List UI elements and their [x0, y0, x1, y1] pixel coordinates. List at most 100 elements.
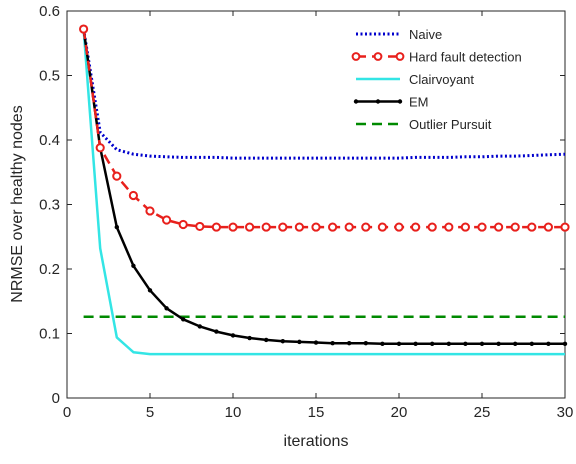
data-point-hard-fault-detection — [394, 222, 404, 232]
data-point-hard-fault-detection — [444, 222, 454, 232]
y-tick-label: 0.2 — [39, 261, 60, 278]
data-point-em — [380, 341, 385, 347]
legend: Naive Hard fault detection Clairvoyant EM Ou… — [347, 20, 557, 138]
legend-label-clairvoyant: Clairvoyant — [409, 72, 474, 87]
data-point-hard-fault-detection — [477, 222, 487, 232]
legend-label-em: EM — [409, 95, 429, 110]
data-point-hard-fault-detection — [344, 222, 354, 232]
data-point-hard-fault-detection — [95, 143, 105, 153]
data-point-em — [214, 329, 219, 334]
y-tick-label: 0.3 — [39, 197, 60, 214]
legend-label-hard-fault-detection: Hard fault detection — [409, 50, 522, 65]
data-point-hard-fault-detection — [328, 222, 338, 232]
y-tick-label: 0.5 — [39, 68, 60, 85]
x-tick-label: 25 — [474, 404, 491, 421]
data-point-hard-fault-detection — [112, 171, 122, 181]
data-point-em — [562, 341, 568, 347]
data-point-hard-fault-detection — [510, 222, 520, 232]
legend-entry-hard-fault-detection: Hard fault detection — [351, 50, 522, 65]
data-point-em — [280, 339, 285, 344]
data-point-em — [529, 341, 534, 347]
series-line-naive — [82, 28, 566, 160]
data-point-hard-fault-detection — [460, 222, 470, 232]
data-point-hard-fault-detection — [411, 222, 421, 232]
data-point-hard-fault-detection — [128, 190, 138, 201]
data-point-em — [297, 339, 302, 345]
x-axis-label: iterations — [284, 433, 349, 450]
data-point-em — [479, 341, 485, 347]
legend-marker-hard-fault-detection — [395, 52, 405, 61]
data-point-em — [413, 341, 418, 347]
axis-ticks: 0 5 10 15 20 25 30 0 0.1 0.2 0.3 0.4 0.5 0.6 — [39, 3, 573, 421]
data-point-hard-fault-detection — [162, 215, 172, 225]
legend-marker-hard-fault-detection — [373, 52, 383, 61]
data-point-em — [347, 340, 352, 346]
y-axis-label: NRMSE over healthy nodes — [9, 105, 26, 302]
data-point-hard-fault-detection — [361, 222, 371, 232]
y-tick-label: 0.6 — [39, 3, 60, 20]
data-point-hard-fault-detection — [527, 222, 537, 232]
data-point-hard-fault-detection — [79, 24, 89, 34]
data-point-em — [247, 335, 252, 341]
data-point-em — [131, 263, 136, 268]
data-point-hard-fault-detection — [261, 222, 271, 232]
data-point-hard-fault-detection — [294, 222, 304, 232]
data-point-hard-fault-detection — [543, 222, 554, 232]
data-point-em — [330, 340, 335, 346]
data-point-em — [114, 224, 120, 230]
legend-entry-clairvoyant: Clairvoyant — [356, 72, 474, 87]
data-point-em — [181, 317, 186, 322]
data-point-em — [513, 341, 518, 347]
data-point-hard-fault-detection — [178, 219, 188, 230]
legend-entry-em: EM — [353, 95, 429, 110]
data-point-em — [147, 288, 153, 293]
data-point-hard-fault-detection — [311, 222, 321, 232]
series-hard-fault-detection — [79, 24, 570, 232]
x-tick-label: 20 — [391, 404, 408, 421]
data-point-em — [446, 341, 451, 347]
data-point-hard-fault-detection — [494, 222, 504, 232]
legend-marker-em — [353, 99, 359, 104]
data-point-hard-fault-detection — [427, 222, 437, 232]
data-point-hard-fault-detection — [228, 222, 238, 232]
x-tick-label: 0 — [63, 404, 71, 421]
legend-entry-naive: Naive — [356, 27, 442, 42]
legend-label-outlier-pursuit: Outlier Pursuit — [409, 117, 492, 132]
data-point-em — [496, 341, 501, 347]
series-clairvoyant — [82, 29, 565, 356]
data-point-em — [164, 306, 169, 311]
data-point-em — [264, 337, 269, 343]
data-point-em — [363, 340, 368, 346]
data-point-em — [197, 324, 202, 329]
y-tick-label: 0.1 — [39, 326, 60, 343]
data-point-hard-fault-detection — [560, 222, 570, 232]
data-point-hard-fault-detection — [278, 222, 288, 232]
data-point-hard-fault-detection — [211, 222, 221, 232]
data-point-hard-fault-detection — [195, 221, 205, 232]
series-line-clairvoyant — [82, 29, 565, 356]
data-point-em — [463, 341, 468, 347]
data-point-hard-fault-detection — [245, 222, 255, 232]
series-layer — [79, 24, 570, 356]
y-tick-label: 0 — [52, 390, 60, 407]
data-point-em — [430, 341, 435, 347]
x-tick-label: 15 — [308, 404, 325, 421]
data-point-em — [396, 341, 402, 347]
data-point-em — [230, 333, 236, 338]
x-tick-label: 30 — [557, 404, 574, 421]
series-naive — [82, 28, 566, 160]
data-point-hard-fault-detection — [145, 206, 155, 216]
data-point-em — [313, 340, 319, 345]
legend-marker-em — [375, 99, 381, 104]
x-tick-label: 5 — [146, 404, 154, 421]
legend-entry-outlier-pursuit: Outlier Pursuit — [356, 117, 492, 132]
legend-marker-hard-fault-detection — [351, 52, 361, 61]
x-tick-label: 10 — [225, 404, 242, 421]
legend-marker-em — [397, 99, 403, 104]
data-point-em — [546, 341, 551, 347]
y-tick-label: 0.4 — [39, 132, 60, 149]
legend-label-naive: Naive — [409, 27, 442, 42]
series-line-em — [82, 28, 565, 346]
